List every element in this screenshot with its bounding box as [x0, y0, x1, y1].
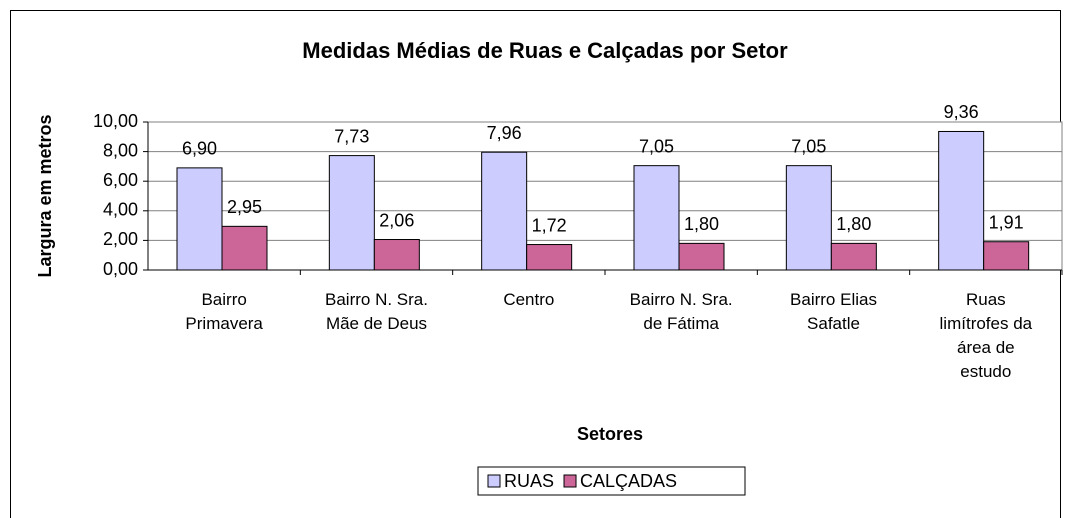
bar — [526, 244, 573, 271]
data-label: 1,80 — [836, 214, 871, 234]
data-label: 1,91 — [989, 212, 1024, 232]
legend-label: RUAS — [504, 471, 554, 491]
x-tick-label: Bairro N. Sra. de Fátima — [629, 290, 733, 333]
bar — [785, 165, 832, 271]
legend-swatch — [487, 474, 501, 488]
data-label: 1,80 — [684, 214, 719, 234]
data-label: 7,73 — [334, 126, 369, 146]
y-tick-label: 6,00 — [103, 170, 138, 190]
y-tick-label: 2,00 — [103, 229, 138, 249]
legend-label: CALÇADAS — [580, 471, 677, 491]
y-tick-label: 10,00 — [93, 111, 138, 131]
y-tick-label: 8,00 — [103, 140, 138, 160]
bar — [373, 239, 420, 271]
x-tick-label: Bairro N. Sra. Mãe de Deus — [325, 290, 428, 333]
bar — [328, 155, 375, 271]
data-label: 2,95 — [227, 197, 262, 217]
bar — [983, 241, 1030, 271]
bar — [633, 165, 680, 271]
x-tick-label: Bairro Elias Safatle — [790, 290, 877, 333]
data-label: 7,05 — [639, 136, 674, 156]
y-tick-label: 4,00 — [103, 200, 138, 220]
bar — [830, 242, 877, 271]
legend-swatch — [563, 474, 577, 488]
legend-box — [477, 466, 746, 496]
bar — [678, 242, 725, 271]
x-tick-label: Bairro Primavera — [185, 290, 263, 333]
y-axis-title: Largura em metros — [35, 114, 55, 277]
data-label: 7,05 — [791, 136, 826, 156]
x-tick-label: Ruas limítrofes da área de estudo — [939, 290, 1033, 381]
bar — [938, 130, 985, 271]
plot-area — [147, 121, 1063, 271]
x-tick-label: Centro — [503, 290, 555, 309]
x-axis-title: Setores — [577, 424, 643, 444]
data-label: 7,96 — [487, 123, 522, 143]
chart-title: Medidas Médias de Ruas e Calçadas por Se… — [302, 38, 788, 63]
bar — [221, 225, 268, 271]
data-label: 1,72 — [532, 215, 567, 235]
data-label: 6,90 — [182, 139, 217, 159]
y-tick-label: 0,00 — [103, 259, 138, 279]
bar — [176, 167, 223, 271]
data-label: 2,06 — [379, 210, 414, 230]
data-label: 9,36 — [944, 102, 979, 122]
bar — [481, 151, 528, 271]
